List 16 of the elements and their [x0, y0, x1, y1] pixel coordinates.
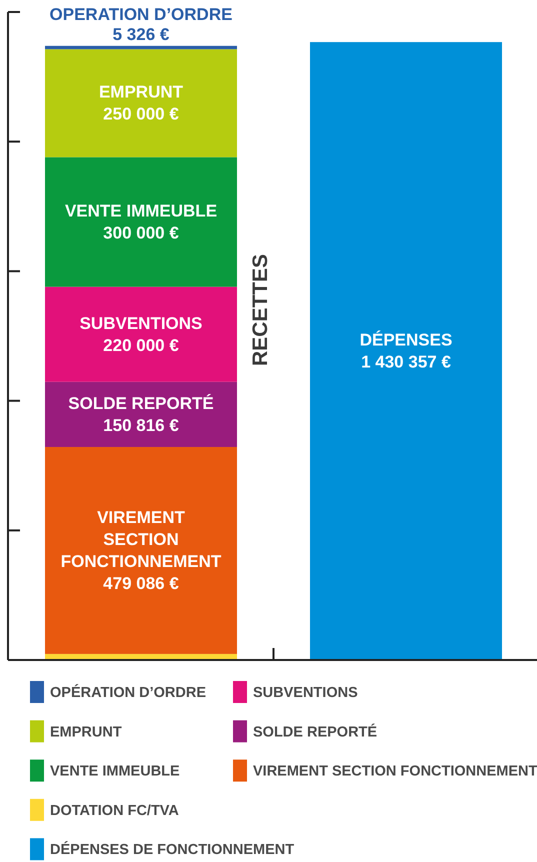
x-tick-label: RECETTES [249, 254, 272, 366]
legend-label: VIREMENT SECTION FONCTIONNEMENT [253, 764, 537, 780]
data-label: OPERATION D’ORDRE 5 326 € [50, 4, 232, 44]
data-label: VIREMENT SECTION FONCTIONNEMENT 479 086 € [60, 508, 222, 593]
legend-label: DÉPENSES DE FONCTIONNEMENT [50, 841, 294, 858]
legend-label: OPÉRATION D’ORDRE [50, 684, 206, 701]
data-label: SUBVENTIONS 220 000 € [80, 314, 202, 355]
legend-label: VENTE IMMEUBLE [50, 764, 180, 780]
data-label: EMPRUNT 250 000 € [98, 82, 184, 124]
legend-label: DOTATION FC/TVA [50, 802, 180, 819]
data-label: SOLDE REPORTÉ 150 816 € [68, 392, 214, 435]
legend-label: SUBVENTIONS [253, 685, 358, 701]
data-label: VENTE IMMEUBLE 300 000 € [64, 201, 218, 242]
legend-label: EMPRUNT [50, 724, 122, 740]
data-label: DÉPENSES 1 430 357 € [360, 330, 452, 372]
legend-label: SOLDE REPORTÉ [253, 723, 378, 740]
